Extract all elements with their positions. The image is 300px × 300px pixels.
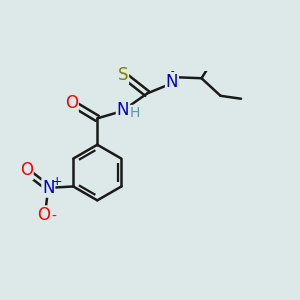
Text: N: N <box>116 100 129 118</box>
Text: O: O <box>65 94 78 112</box>
Text: N: N <box>42 179 55 197</box>
Text: N: N <box>166 73 178 91</box>
Text: O: O <box>20 161 33 179</box>
Text: O: O <box>38 206 50 224</box>
Text: S: S <box>118 66 128 84</box>
Text: H: H <box>129 106 140 119</box>
Text: -: - <box>52 210 57 224</box>
Text: +: + <box>51 175 62 188</box>
